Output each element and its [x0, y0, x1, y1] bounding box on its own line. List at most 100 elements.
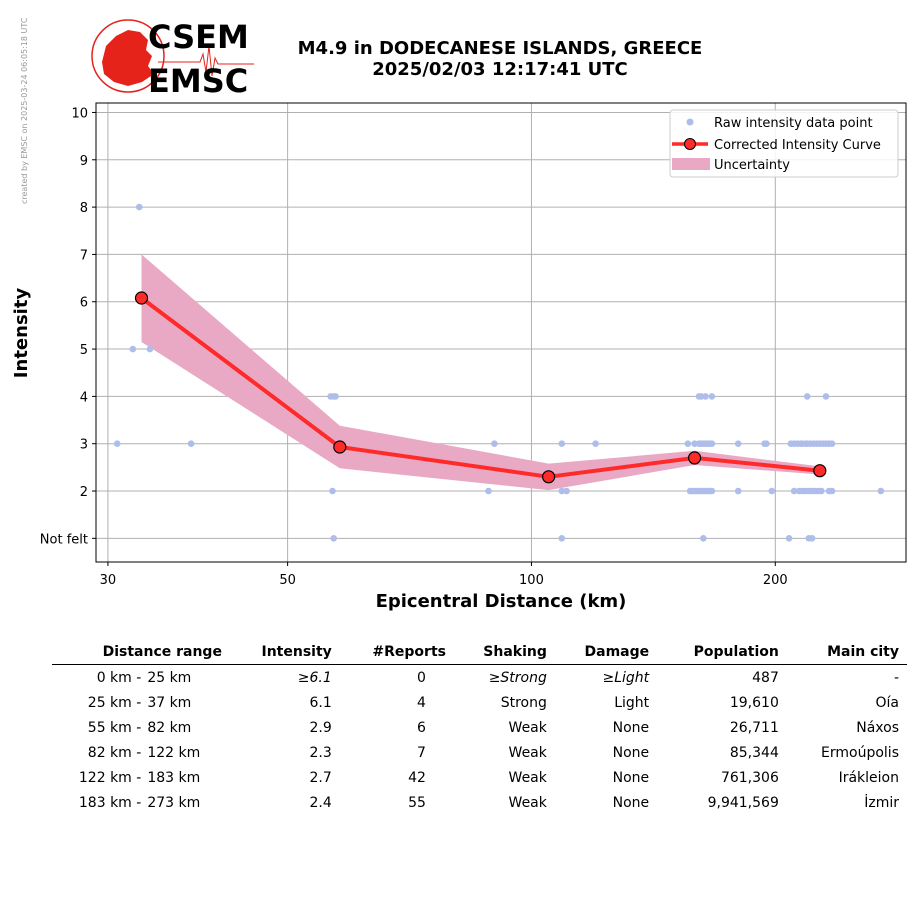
table-cell-from: 82 km -	[87, 745, 142, 761]
y-tick-label: 7	[80, 248, 88, 263]
axis-ticks: Not felt 2 3 4 5 6 7 8 9 10 30 50 100 200	[40, 106, 788, 588]
y-tick-label: 4	[80, 390, 88, 405]
table-cell-to: 122 km	[147, 745, 201, 761]
logo-text-csem: CSEM	[148, 18, 249, 56]
raw-data-point	[734, 440, 742, 448]
table-row: 122 km - 183 km 2.7 42 Weak None 761,306 Irákle…	[52, 765, 907, 790]
table-cell-shaking: ≥Strong	[488, 670, 547, 686]
raw-data-point	[768, 487, 776, 495]
table-cell-from: 0 km -	[96, 670, 142, 686]
emsc-logo: CSEM EMSC	[91, 18, 254, 100]
raw-data-point	[708, 487, 716, 495]
table-cell-city: Irákleion	[838, 770, 899, 786]
table-cell-reports: 7	[417, 745, 426, 761]
header-main-city: Main city	[786, 640, 907, 665]
curve-marker	[687, 451, 702, 465]
table-cell-shaking: Weak	[508, 720, 547, 736]
y-axis-label: Intensity	[11, 288, 32, 379]
raw-data-point	[818, 487, 825, 495]
table-cell-shaking: Weak	[508, 770, 547, 786]
logo-globe	[91, 19, 165, 93]
table-cell-from: 183 km -	[78, 795, 142, 811]
table-cell-city: Ermoúpolis	[821, 745, 899, 761]
table-cell-damage: None	[612, 770, 650, 786]
raw-data-point	[763, 440, 770, 448]
table-cell-damage: None	[612, 745, 650, 761]
legend-curve-label: Corrected Intensity Curve	[714, 138, 881, 153]
header-reports: #Reports	[339, 640, 454, 665]
table-header-row: Distance range Intensity #Reports Shakin…	[52, 640, 907, 665]
raw-data-point	[329, 487, 336, 495]
raw-data-point	[828, 440, 836, 448]
table-cell-population: 9,941,569	[707, 795, 779, 811]
title-line-2: 2025/02/03 12:17:41 UTC	[372, 59, 628, 80]
logo-text-emsc: EMSC	[148, 62, 248, 100]
raw-data-point	[187, 440, 195, 448]
table-row: 82 km - 122 km 2.3 7 Weak None 85,344 Ermoúpoli…	[52, 740, 907, 765]
raw-data-point	[708, 440, 716, 448]
raw-data-point	[592, 440, 599, 448]
table-cell-city: -	[893, 670, 899, 686]
raw-data-point	[129, 345, 137, 353]
table-cell-intensity: 2.3	[309, 745, 332, 761]
table-row: 0 km - 25 km ≥6.1 0 ≥Strong ≥Light 487 -	[52, 665, 907, 691]
table-cell-reports: 42	[408, 770, 426, 786]
legend-uncertainty-label: Uncertainty	[714, 158, 790, 173]
header-population: Population	[657, 640, 787, 665]
logo-seismogram	[158, 45, 254, 77]
y-tick-label: Not felt	[40, 532, 88, 547]
legend-raw-marker	[686, 118, 694, 126]
y-tick-label: 10	[71, 106, 88, 121]
table-cell-reports: 6	[417, 720, 426, 736]
curve-marker	[813, 464, 827, 478]
table-cell-shaking: Strong	[500, 695, 547, 711]
x-tick-label: 50	[279, 573, 296, 588]
table-cell-intensity: 2.9	[309, 720, 332, 736]
raw-data-point	[708, 393, 716, 400]
x-tick-label: 100	[519, 573, 544, 588]
table-row: 55 km - 82 km 2.9 6 Weak None 26,711 Náxos	[52, 715, 907, 740]
raw-data-point	[330, 535, 338, 542]
table-cell-city: Oía	[875, 695, 900, 711]
table-cell-reports: 0	[417, 670, 426, 686]
table-cell-from: 25 km -	[87, 695, 142, 711]
legend-uncertainty-swatch	[672, 158, 710, 170]
x-tick-label: 30	[100, 573, 117, 588]
table-cell-from: 55 km -	[87, 720, 142, 736]
table-row: 25 km - 37 km 6.1 4 Strong Light 19,610 Oía	[52, 690, 907, 715]
raw-data-point	[828, 487, 836, 495]
y-tick-label: 5	[80, 343, 88, 358]
raw-data-point	[700, 535, 707, 542]
raw-data-point	[136, 203, 143, 211]
curve-marker	[134, 291, 149, 305]
raw-data-point	[803, 393, 811, 400]
y-tick-label: 9	[80, 154, 88, 169]
table-cell-to: 82 km	[147, 720, 192, 736]
raw-data-point	[734, 487, 742, 495]
table-cell-to: 183 km	[147, 770, 201, 786]
raw-data-point	[877, 487, 885, 495]
legend-box	[669, 109, 899, 178]
raw-data-point	[790, 487, 798, 495]
raw-data-point	[332, 393, 339, 400]
table-cell-damage: ≥Light	[602, 670, 650, 686]
raw-data-point	[702, 393, 709, 400]
table-cell-population: 487	[752, 670, 779, 686]
table-cell-intensity: 6.1	[309, 695, 332, 711]
raw-data-point	[785, 535, 793, 542]
plot-frame	[95, 102, 907, 563]
raw-data-point	[491, 440, 498, 448]
table-cell-reports: 55	[408, 795, 426, 811]
legend: Raw intensity data point Corrected Inten…	[669, 109, 899, 178]
y-tick-label: 3	[80, 438, 88, 453]
legend-raw-label: Raw intensity data point	[714, 116, 873, 131]
table-cell-population: 761,306	[720, 770, 779, 786]
table-cell-damage: None	[612, 795, 650, 811]
curve-marker	[333, 440, 347, 454]
raw-data-point	[146, 345, 154, 353]
x-tick-label: 200	[763, 573, 788, 588]
table-cell-city: İzmir	[864, 795, 899, 811]
table-cell-intensity: ≥6.1	[297, 670, 332, 686]
curve-marker	[541, 470, 556, 484]
y-tick-label: 2	[80, 485, 88, 500]
